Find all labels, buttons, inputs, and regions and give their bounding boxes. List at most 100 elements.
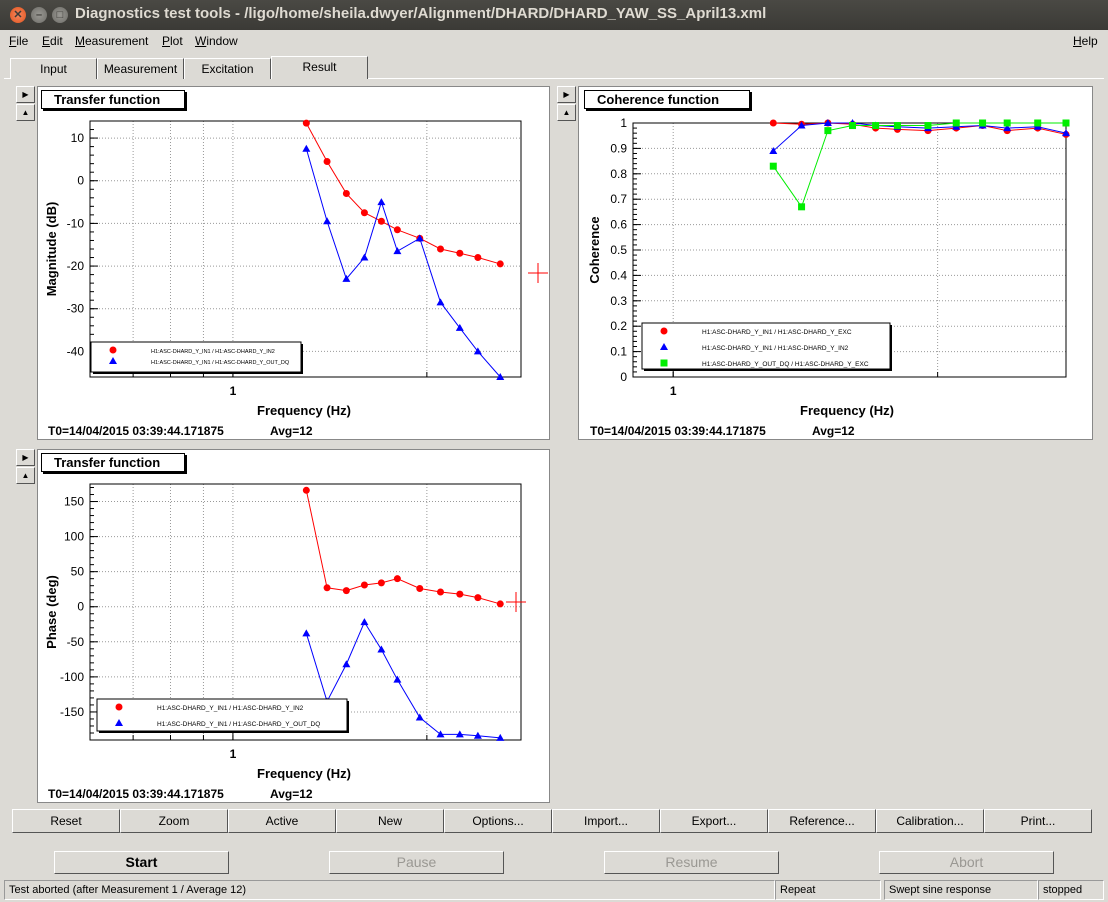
panel-expand-button[interactable]: ▶ (557, 86, 576, 103)
series-line (772, 122, 1067, 152)
data-point (360, 618, 369, 626)
toolbar-reset-button[interactable]: Reset (12, 809, 120, 833)
y-tick-label: 0.6 (610, 218, 627, 232)
tab-measurement[interactable]: Measurement (97, 58, 184, 79)
tf-phase-panel: 150 100 50 0 -50 -100 -150 1 Frequency (Hz) Phase… (37, 449, 550, 803)
data-point (1003, 119, 1011, 127)
data-point (798, 203, 806, 211)
data-point (456, 590, 464, 598)
avg-label: Avg=12 (270, 787, 313, 801)
legend-marker (660, 359, 668, 367)
panel-collapse-button[interactable]: ▲ (557, 104, 576, 121)
menu-window[interactable]: Window (195, 34, 238, 48)
window-minimize-button[interactable]: – (31, 7, 47, 23)
toolbar-calibration-button[interactable]: Calibration... (876, 809, 984, 833)
tf-phase-chart[interactable]: 150 100 50 0 -50 -100 -150 1 Frequency (Hz) Phase… (38, 450, 549, 802)
toolbar-print-button[interactable]: Print... (984, 809, 1092, 833)
coherence-title: Coherence function (584, 90, 750, 109)
data-point (1003, 124, 1012, 132)
toolbar-new-button[interactable]: New (336, 809, 444, 833)
abort-button[interactable]: Abort (879, 851, 1054, 874)
window-maximize-button[interactable]: □ (52, 7, 68, 23)
data-point (302, 144, 311, 152)
menu-plot[interactable]: Plot (162, 34, 183, 48)
series-line (773, 122, 1067, 135)
toolbar-active-button[interactable]: Active (228, 809, 336, 833)
legend-entry: H1:ASC-DHARD_Y_IN1 / H1:ASC-DHARD_Y_OUT_… (157, 721, 320, 728)
y-tick-label: 0.7 (610, 192, 627, 206)
menu-measurement[interactable]: Measurement (75, 34, 149, 48)
tab-input[interactable]: Input (10, 58, 97, 79)
y-tick-label: 10 (71, 131, 85, 145)
toolbar-export-button[interactable]: Export... (660, 809, 768, 833)
panel-expand-button[interactable]: ▶ (16, 449, 35, 466)
status-test-type: Swept sine response (884, 880, 1038, 900)
data-point (360, 581, 368, 589)
data-point (323, 217, 332, 225)
y-tick-label: 0.1 (610, 345, 627, 359)
data-point (377, 217, 385, 225)
data-point (769, 146, 778, 154)
data-point (393, 226, 401, 234)
coherence-chart[interactable]: 0 0.1 0.2 0.3 0.4 0.5 0.6 0.7 0.8 0.9 1 1 Frequency … (579, 87, 1092, 439)
data-point (769, 162, 777, 170)
data-point (377, 579, 385, 587)
data-point (302, 486, 310, 494)
data-point (456, 249, 464, 257)
tf-magnitude-panel: 10 0 -10 -20 -30 -40 1 Frequency (Hz) Magnitude … (37, 86, 550, 440)
data-point (393, 575, 401, 583)
data-point (474, 254, 482, 262)
tab-result[interactable]: Result (271, 56, 368, 79)
menu-edit[interactable]: Edit (42, 34, 63, 48)
y-axis-label: Magnitude (dB) (44, 202, 59, 297)
resume-button[interactable]: Resume (604, 851, 779, 874)
status-state: stopped (1038, 880, 1104, 900)
title-bar: ✕ – □ Diagnostics test tools - /ligo/hom… (0, 0, 1108, 30)
y-tick-label: 0.2 (610, 319, 627, 333)
y-tick-label: -20 (67, 259, 85, 273)
data-point (952, 119, 960, 127)
series-line (305, 148, 501, 378)
panel-collapse-button[interactable]: ▲ (16, 104, 35, 121)
data-point (924, 122, 932, 130)
toolbar-import-button[interactable]: Import... (552, 809, 660, 833)
pause-button[interactable]: Pause (329, 851, 504, 874)
panel-expand-button[interactable]: ▶ (16, 86, 35, 103)
legend-box (90, 341, 302, 373)
tab-excitation[interactable]: Excitation (184, 58, 271, 79)
data-point (797, 121, 806, 129)
data-point (893, 122, 901, 130)
start-button[interactable]: Start (54, 851, 229, 874)
data-point (342, 190, 350, 198)
data-point (849, 122, 857, 130)
data-point (360, 209, 368, 217)
coherence-panel: 0 0.1 0.2 0.3 0.4 0.5 0.6 0.7 0.8 0.9 1 1 Frequency … (578, 86, 1093, 440)
data-point (393, 247, 402, 255)
y-tick-label: -100 (60, 670, 84, 684)
status-mode: Repeat (775, 880, 881, 900)
legend-entry: H1:ASC-DHARD_Y_IN1 / H1:ASC-DHARD_Y_IN2 (151, 349, 275, 355)
panel-collapse-button[interactable]: ▲ (16, 467, 35, 484)
data-point (455, 323, 464, 331)
x-tick-label: 1 (230, 747, 237, 761)
toolbar-zoom-button[interactable]: Zoom (120, 809, 228, 833)
legend-marker (660, 343, 668, 350)
tab-divider (4, 78, 1104, 79)
window-close-button[interactable]: ✕ (10, 7, 26, 23)
data-point (496, 600, 504, 608)
data-point (1034, 119, 1042, 127)
legend-marker (109, 346, 117, 354)
toolbar-reference-button[interactable]: Reference... (768, 809, 876, 833)
y-tick-label: 0 (77, 174, 84, 188)
series-line (305, 490, 501, 605)
menu-help[interactable]: Help (1073, 34, 1098, 48)
tf-magnitude-chart[interactable]: 10 0 -10 -20 -30 -40 1 Frequency (Hz) Magnitude … (38, 87, 549, 439)
legend-marker (660, 327, 668, 335)
data-point (979, 119, 987, 127)
data-point (823, 119, 832, 126)
menu-file[interactable]: File (9, 34, 29, 48)
y-axis-label: Phase (deg) (44, 575, 59, 649)
legend-entry: H1:ASC-DHARD_Y_IN1 / H1:ASC-DHARD_Y_EXC (702, 329, 852, 336)
legend-entry: H1:ASC-DHARD_Y_IN1 / H1:ASC-DHARD_Y_IN2 (702, 345, 849, 352)
toolbar-options-button[interactable]: Options... (444, 809, 552, 833)
